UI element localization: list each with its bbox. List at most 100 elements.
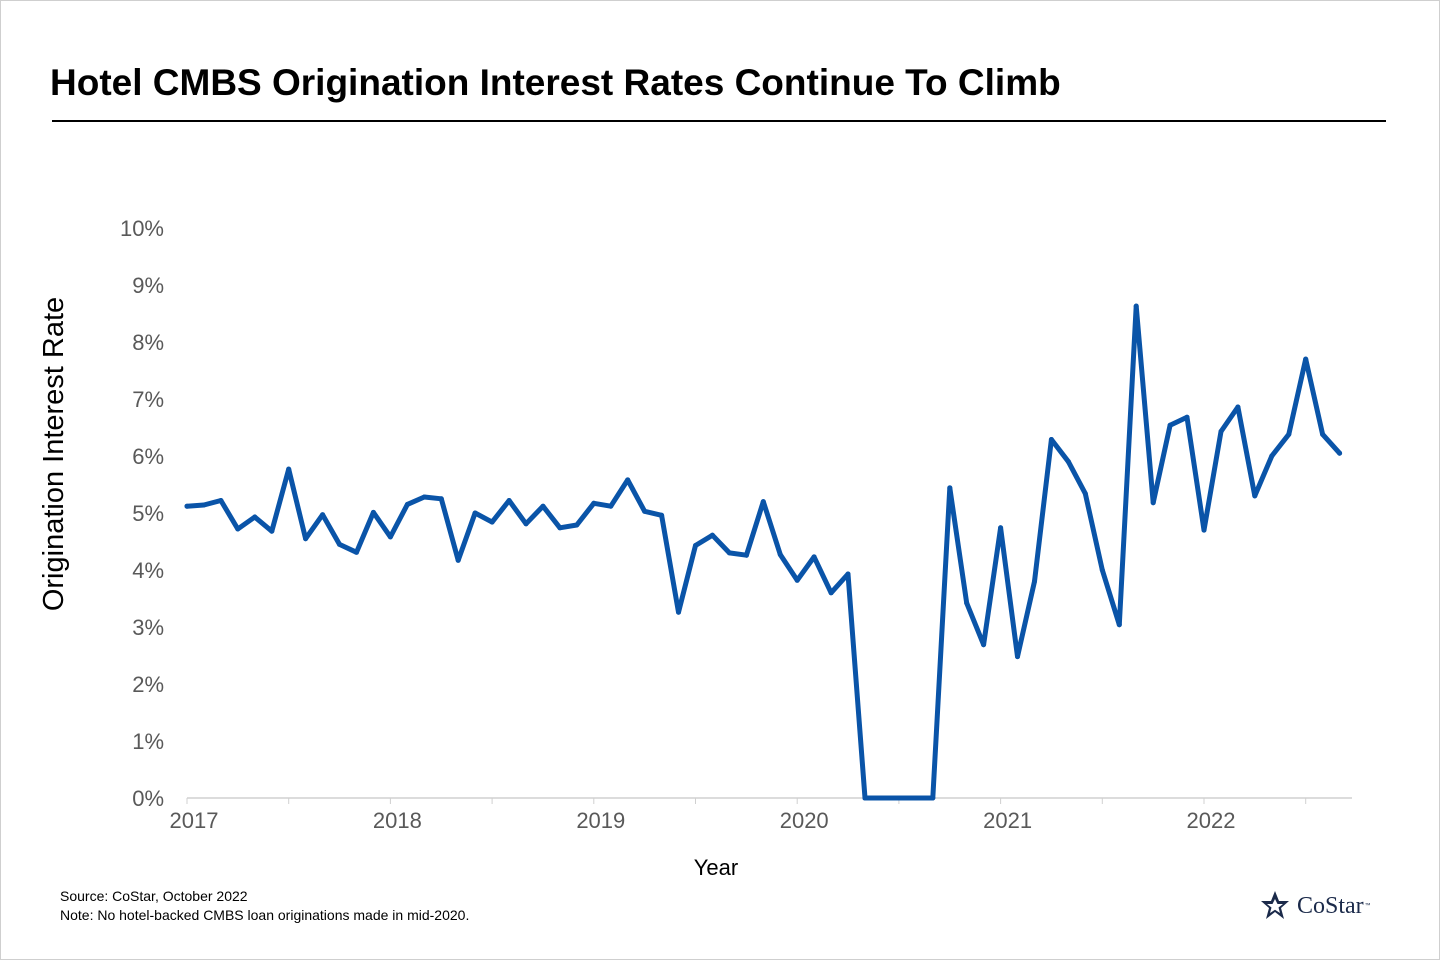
costar-wordmark: CoStar — [1297, 892, 1364, 919]
data-point — [1167, 422, 1173, 428]
x-tick-label: 2022 — [1187, 808, 1236, 833]
y-tick-label: 10% — [120, 216, 164, 241]
data-point — [269, 528, 275, 534]
data-point — [845, 571, 851, 577]
data-point — [743, 552, 749, 558]
data-point — [693, 543, 698, 548]
data-point — [1099, 567, 1105, 573]
costar-star-icon — [1261, 891, 1289, 919]
x-tick-label: 2017 — [170, 808, 219, 833]
trademark-symbol: ™ — [1364, 903, 1371, 909]
data-point — [1032, 578, 1037, 584]
data-point — [879, 795, 885, 801]
y-tick-label: 5% — [132, 501, 164, 526]
data-point — [1133, 303, 1139, 309]
y-tick-label: 6% — [132, 444, 164, 469]
data-point — [455, 557, 461, 563]
y-axis-title: Origination Interest Rate — [38, 297, 70, 611]
data-point — [574, 522, 580, 528]
data-point — [608, 503, 614, 509]
x-axis-title: Year — [694, 855, 738, 880]
data-point — [591, 500, 597, 506]
data-point — [896, 795, 902, 801]
data-point — [1150, 500, 1156, 506]
data-point — [472, 510, 478, 516]
y-axis-tick-labels: 0% 1% 2% 3% 4% 5% 6% 7% 8% 9% 10% — [120, 216, 164, 811]
chart-footnotes: Source: CoStar, October 2022 Note: No ho… — [60, 887, 469, 925]
x-tick-label: 2019 — [576, 808, 625, 833]
y-tick-label: 3% — [132, 615, 164, 640]
data-point — [235, 526, 241, 532]
data-point — [760, 499, 766, 505]
data-point — [659, 512, 665, 518]
data-point — [709, 532, 715, 538]
data-point — [184, 503, 190, 509]
chart-title: Hotel CMBS Origination Interest Rates Co… — [50, 62, 1061, 103]
data-point — [625, 477, 631, 483]
x-tick-label: 2020 — [780, 808, 829, 833]
data-point — [1082, 491, 1088, 497]
data-point — [998, 525, 1004, 531]
data-point — [1015, 654, 1020, 660]
title-divider — [52, 120, 1386, 122]
data-point — [489, 519, 495, 525]
source-note: Source: CoStar, October 2022 — [60, 888, 248, 904]
data-point — [1184, 414, 1190, 420]
data-point — [1303, 356, 1309, 362]
data-point — [337, 541, 342, 547]
data-point — [964, 600, 970, 606]
mid-2020-note: Note: No hotel-backed CMBS loan originat… — [60, 907, 470, 923]
x-tick-label: 2018 — [373, 808, 422, 833]
data-point — [320, 512, 326, 518]
x-tick-label: 2021 — [983, 808, 1032, 833]
y-tick-label: 9% — [132, 273, 164, 298]
data-point — [438, 496, 444, 502]
series-line — [184, 303, 1343, 801]
y-tick-label: 4% — [132, 558, 164, 583]
data-point — [387, 534, 393, 540]
data-point — [1269, 453, 1275, 459]
data-point — [421, 494, 427, 500]
data-point — [1252, 493, 1258, 499]
data-point — [981, 642, 987, 648]
data-point — [1116, 622, 1122, 628]
data-point — [404, 501, 410, 507]
y-tick-label: 2% — [132, 672, 164, 697]
data-point — [1218, 429, 1224, 434]
data-point — [218, 498, 224, 503]
data-point — [540, 503, 546, 509]
data-point — [557, 525, 563, 531]
y-tick-label: 8% — [132, 330, 164, 355]
series-layer — [184, 303, 1343, 801]
data-point — [862, 795, 868, 801]
data-point — [252, 514, 258, 520]
data-point — [201, 502, 207, 508]
data-point — [726, 550, 732, 556]
data-point — [1320, 431, 1326, 437]
y-tick-label: 0% — [132, 786, 164, 811]
data-point — [828, 590, 834, 596]
data-point — [913, 795, 919, 801]
data-point — [286, 466, 292, 472]
data-point — [1337, 450, 1343, 456]
data-point — [777, 552, 783, 558]
data-point — [506, 498, 512, 503]
data-point — [811, 554, 817, 560]
data-point — [354, 549, 359, 555]
data-point — [1286, 431, 1292, 437]
data-point — [930, 795, 936, 801]
data-point — [370, 509, 376, 515]
data-point — [1065, 459, 1071, 465]
data-point — [523, 521, 529, 527]
data-point — [794, 577, 800, 583]
y-tick-label: 7% — [132, 387, 164, 412]
data-point — [642, 508, 648, 514]
costar-logo: CoStar ™ — [1258, 890, 1371, 922]
data-point — [676, 609, 681, 615]
data-point — [303, 536, 309, 542]
data-point — [1235, 404, 1241, 410]
y-tick-label: 1% — [132, 729, 164, 754]
data-point — [947, 485, 953, 491]
x-axis: 2017 2018 2019 2020 2021 2022 — [170, 797, 1352, 833]
